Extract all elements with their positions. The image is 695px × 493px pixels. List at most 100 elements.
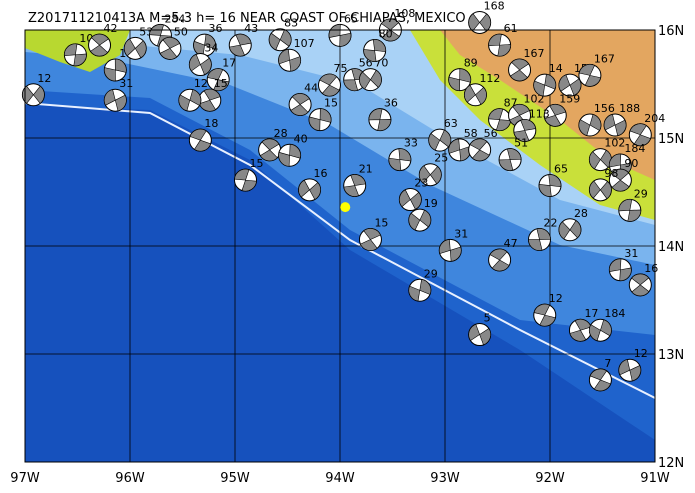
depth-label: 17 [222, 57, 236, 70]
lon-label: 95W [220, 471, 250, 486]
ball-compression [419, 165, 442, 185]
beachball: 167 [578, 52, 615, 87]
ball-compression [278, 48, 301, 72]
ball-compression [439, 239, 462, 262]
beachball: 65 [538, 163, 568, 198]
depth-label: 15 [324, 97, 338, 110]
depth-label: 167 [524, 47, 545, 60]
beachball: 21 [343, 163, 373, 198]
ball-compression [528, 228, 551, 251]
ball-compression [399, 189, 422, 210]
beachball: 15 [234, 157, 264, 192]
depth-label: 22 [544, 217, 558, 230]
depth-label: 5 [484, 312, 491, 325]
depth-label: 89 [464, 57, 478, 70]
depth-label: 51 [514, 137, 528, 150]
depth-label: 108 [394, 7, 415, 20]
depth-label: 15 [250, 157, 264, 170]
depth-label: 159 [559, 92, 580, 105]
ball-compression [319, 73, 340, 97]
depth-label: 36 [209, 22, 223, 35]
beachball: 107 [278, 37, 315, 72]
depth-label: 40 [294, 132, 308, 145]
lat-label: 12N [658, 456, 684, 471]
ball-compression [464, 84, 487, 105]
beachball: 80 [363, 28, 393, 63]
depth-label: 65 [344, 12, 358, 25]
beachball: 19 [408, 197, 438, 232]
lon-label: 93W [430, 471, 460, 486]
beachball: 15 [358, 217, 388, 252]
beachball: 18 [188, 117, 218, 152]
ball-compression [408, 279, 432, 302]
lon-label: 92W [535, 471, 565, 486]
depth-label: 23 [414, 177, 428, 190]
depth-label: 42 [104, 22, 118, 35]
depth-label: 168 [484, 0, 505, 12]
depth-label: 56 [484, 127, 498, 140]
beachball: 43 [228, 22, 258, 57]
ball-compression [468, 323, 491, 346]
ball-compression [589, 319, 612, 342]
ball-compression [533, 303, 556, 327]
depth-label: 44 [304, 82, 318, 95]
beachball: 102 [588, 137, 625, 172]
ball-compression [618, 199, 642, 222]
beachball: 167 [508, 47, 545, 82]
beachball: 12 [21, 72, 51, 107]
ball-compression [103, 89, 127, 112]
beachball: 47 [488, 237, 518, 272]
ball-compression [359, 69, 382, 90]
beachball: 28 [258, 127, 288, 162]
land-highland [440, 30, 655, 180]
ball-compression [489, 248, 510, 272]
beachball: 75 [318, 62, 348, 97]
beachball: 17 [206, 57, 236, 92]
depth-label: 18 [204, 117, 218, 130]
depth-label: 15 [374, 217, 388, 230]
ball-compression [609, 258, 632, 282]
ball-compression [90, 33, 110, 57]
ball-compression [189, 54, 212, 76]
lat-label: 16N [658, 24, 684, 39]
depth-label: 113 [529, 107, 550, 120]
depth-label: 12 [549, 292, 563, 305]
depth-label: 36 [384, 97, 398, 110]
ball-compression [589, 180, 612, 200]
beachball: 51 [498, 137, 528, 172]
ball-compression [488, 33, 511, 57]
beachball: 36 [193, 22, 223, 57]
depth-label: 12 [634, 347, 648, 360]
ball-compression [64, 43, 87, 67]
depth-label: 25 [434, 152, 448, 165]
ball-compression [388, 148, 412, 171]
beachball: 56 [468, 127, 498, 162]
title: Z201711210413A M=5.3 h= 16 NEAR COAST OF… [28, 11, 466, 26]
beachball: 53 [123, 25, 153, 60]
ball-compression [308, 108, 332, 131]
beachball: 12 [618, 347, 648, 382]
lon-label: 96W [115, 471, 145, 486]
beachball: 31 [608, 247, 638, 282]
beachball: 29 [408, 267, 438, 302]
depth-label: 7 [604, 357, 611, 370]
beachball: 40 [278, 132, 308, 167]
ball-compression [290, 93, 310, 116]
beachball: 112 [463, 72, 500, 107]
beachball: 168 [468, 0, 505, 34]
depth-label: 31 [624, 247, 638, 260]
beachball: 63 [428, 117, 458, 152]
depth-label: 58 [464, 127, 478, 140]
ball-compression [544, 104, 567, 127]
lon-label: 91W [640, 471, 670, 486]
beachball: 90 [608, 157, 638, 192]
depth-label: 61 [504, 22, 518, 35]
ball-compression [259, 138, 280, 162]
ball-compression [234, 168, 257, 192]
lat-label: 14N [658, 240, 684, 255]
lon-label: 94W [325, 471, 355, 486]
ball-compression [22, 85, 45, 104]
depth-label: 29 [424, 267, 438, 280]
depth-label: 14 [549, 62, 563, 75]
trench [25, 102, 655, 399]
